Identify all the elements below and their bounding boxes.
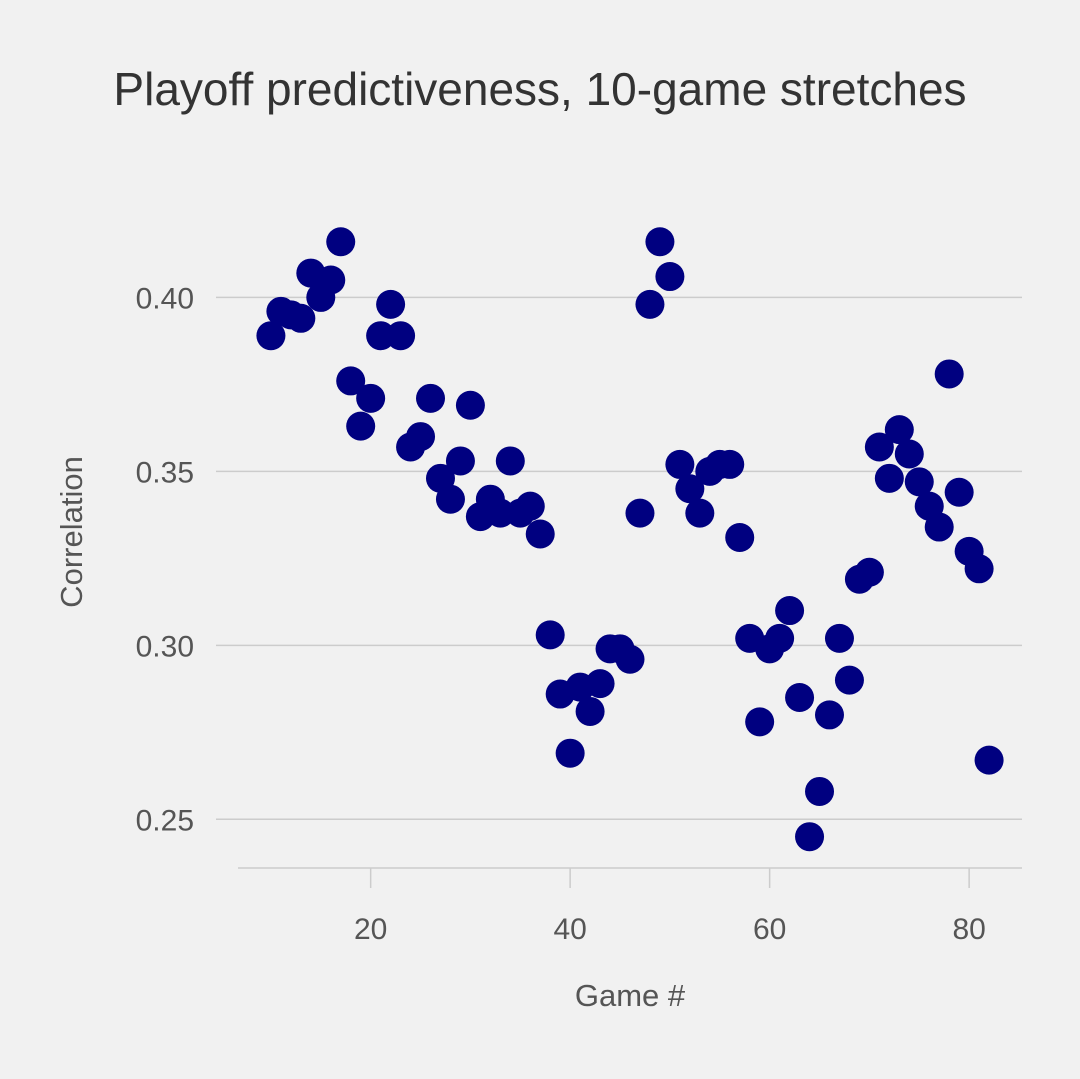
y-tick-label: 0.35: [136, 456, 194, 489]
data-points: [256, 227, 1004, 852]
data-point: [525, 519, 555, 549]
data-point: [416, 383, 446, 413]
data-point: [625, 498, 655, 528]
x-axis-ticks: 20 40 60 80: [354, 868, 986, 946]
data-point: [635, 289, 665, 319]
data-point: [615, 644, 645, 674]
x-axis-label: Game #: [575, 978, 686, 1013]
data-point: [316, 265, 346, 295]
data-point: [665, 449, 695, 479]
data-point: [785, 683, 815, 713]
data-point: [715, 449, 745, 479]
y-tick-label: 0.25: [136, 804, 194, 837]
data-point: [924, 512, 954, 542]
data-point: [745, 707, 775, 737]
data-point: [535, 620, 565, 650]
data-point: [944, 477, 974, 507]
data-point: [435, 484, 465, 514]
gridlines: [216, 296, 1022, 821]
data-point: [575, 696, 605, 726]
data-point: [685, 498, 715, 528]
data-point: [515, 491, 545, 521]
x-tick-label: 80: [952, 913, 985, 946]
data-point: [974, 745, 1004, 775]
data-point: [884, 415, 914, 445]
data-point: [256, 321, 286, 351]
data-point: [585, 669, 615, 699]
y-tick-label: 0.40: [136, 282, 194, 315]
data-point: [904, 467, 934, 497]
data-point: [485, 498, 515, 528]
y-axis-label: Correlation: [54, 456, 89, 608]
data-point: [675, 474, 705, 504]
data-point: [445, 446, 475, 476]
x-tick-label: 40: [553, 913, 586, 946]
data-point: [645, 227, 675, 257]
data-point: [356, 383, 386, 413]
data-point: [805, 776, 835, 806]
data-point: [725, 522, 755, 552]
y-tick-label: 0.30: [136, 630, 194, 663]
data-point: [376, 289, 406, 319]
data-point: [864, 432, 894, 462]
data-point: [286, 303, 316, 333]
data-point: [366, 321, 396, 351]
data-point: [824, 623, 854, 653]
x-tick-label: 20: [354, 913, 387, 946]
data-point: [336, 366, 366, 396]
data-point: [386, 321, 416, 351]
data-point: [775, 596, 805, 626]
data-point: [326, 227, 356, 257]
data-point: [765, 623, 795, 653]
data-point: [934, 359, 964, 389]
data-point: [964, 554, 994, 584]
data-point: [655, 262, 685, 292]
data-point: [406, 422, 436, 452]
data-point: [555, 738, 585, 768]
data-point: [894, 439, 924, 469]
data-point: [874, 463, 904, 493]
y-axis-ticks: 0.25 0.30 0.35 0.40: [136, 282, 194, 837]
data-point: [346, 411, 376, 441]
chart-title: Playoff predictiveness, 10-game stretche…: [113, 63, 967, 115]
data-point: [834, 665, 864, 695]
data-point: [495, 446, 525, 476]
x-tick-label: 60: [753, 913, 786, 946]
data-point: [455, 390, 485, 420]
data-point: [854, 557, 884, 587]
data-point: [795, 822, 825, 852]
data-point: [814, 700, 844, 730]
